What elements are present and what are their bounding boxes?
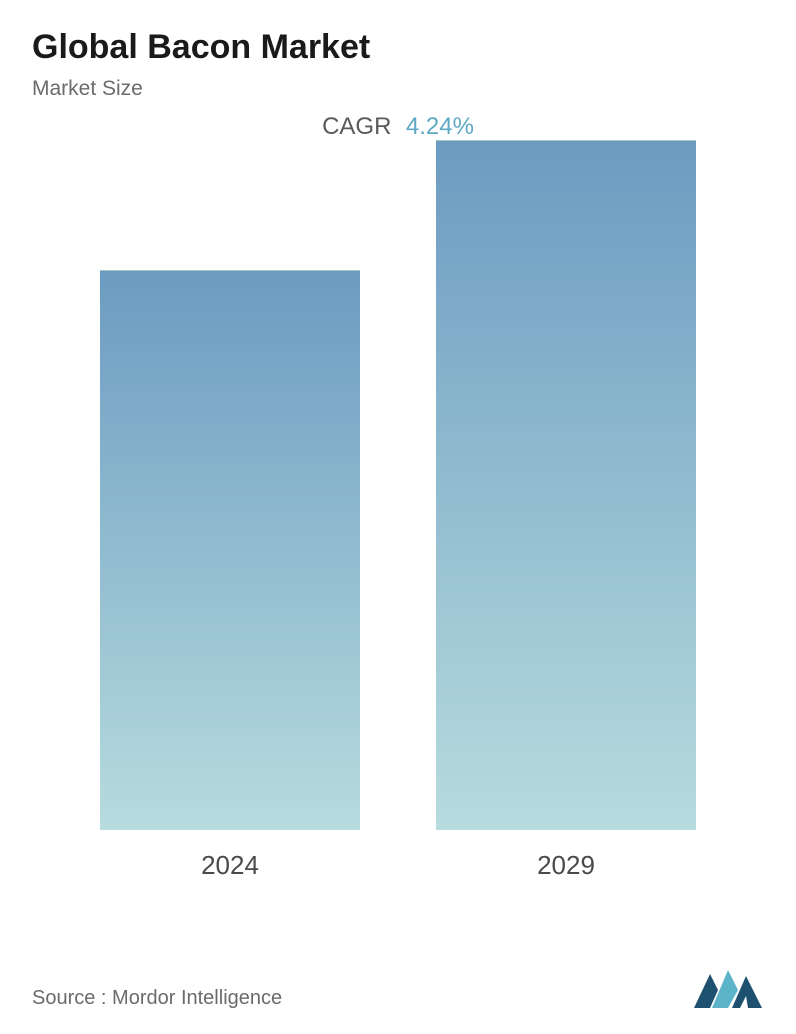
chart-container: Global Bacon Market Market Size CAGR 4.2…: [0, 0, 796, 1034]
bar-group-2024: 2024: [90, 270, 370, 881]
bar-label-2024: 2024: [201, 850, 259, 881]
cagr-label: CAGR: [322, 113, 391, 140]
mordor-logo-icon: [692, 966, 764, 1010]
bar-group-2029: 2029: [426, 140, 706, 881]
footer: Source : Mordor Intelligence: [32, 966, 764, 1010]
page-title: Global Bacon Market: [32, 28, 764, 67]
cagr-row: CAGR 4.24%: [32, 113, 764, 141]
bar-label-2029: 2029: [537, 850, 595, 881]
cagr-value: 4.24%: [406, 113, 474, 140]
bar-2024: [100, 270, 360, 830]
bar-chart: 2024 2029: [32, 151, 764, 881]
source-text: Source : Mordor Intelligence: [32, 987, 282, 1010]
subtitle: Market Size: [32, 77, 764, 101]
bar-2029: [436, 140, 696, 830]
